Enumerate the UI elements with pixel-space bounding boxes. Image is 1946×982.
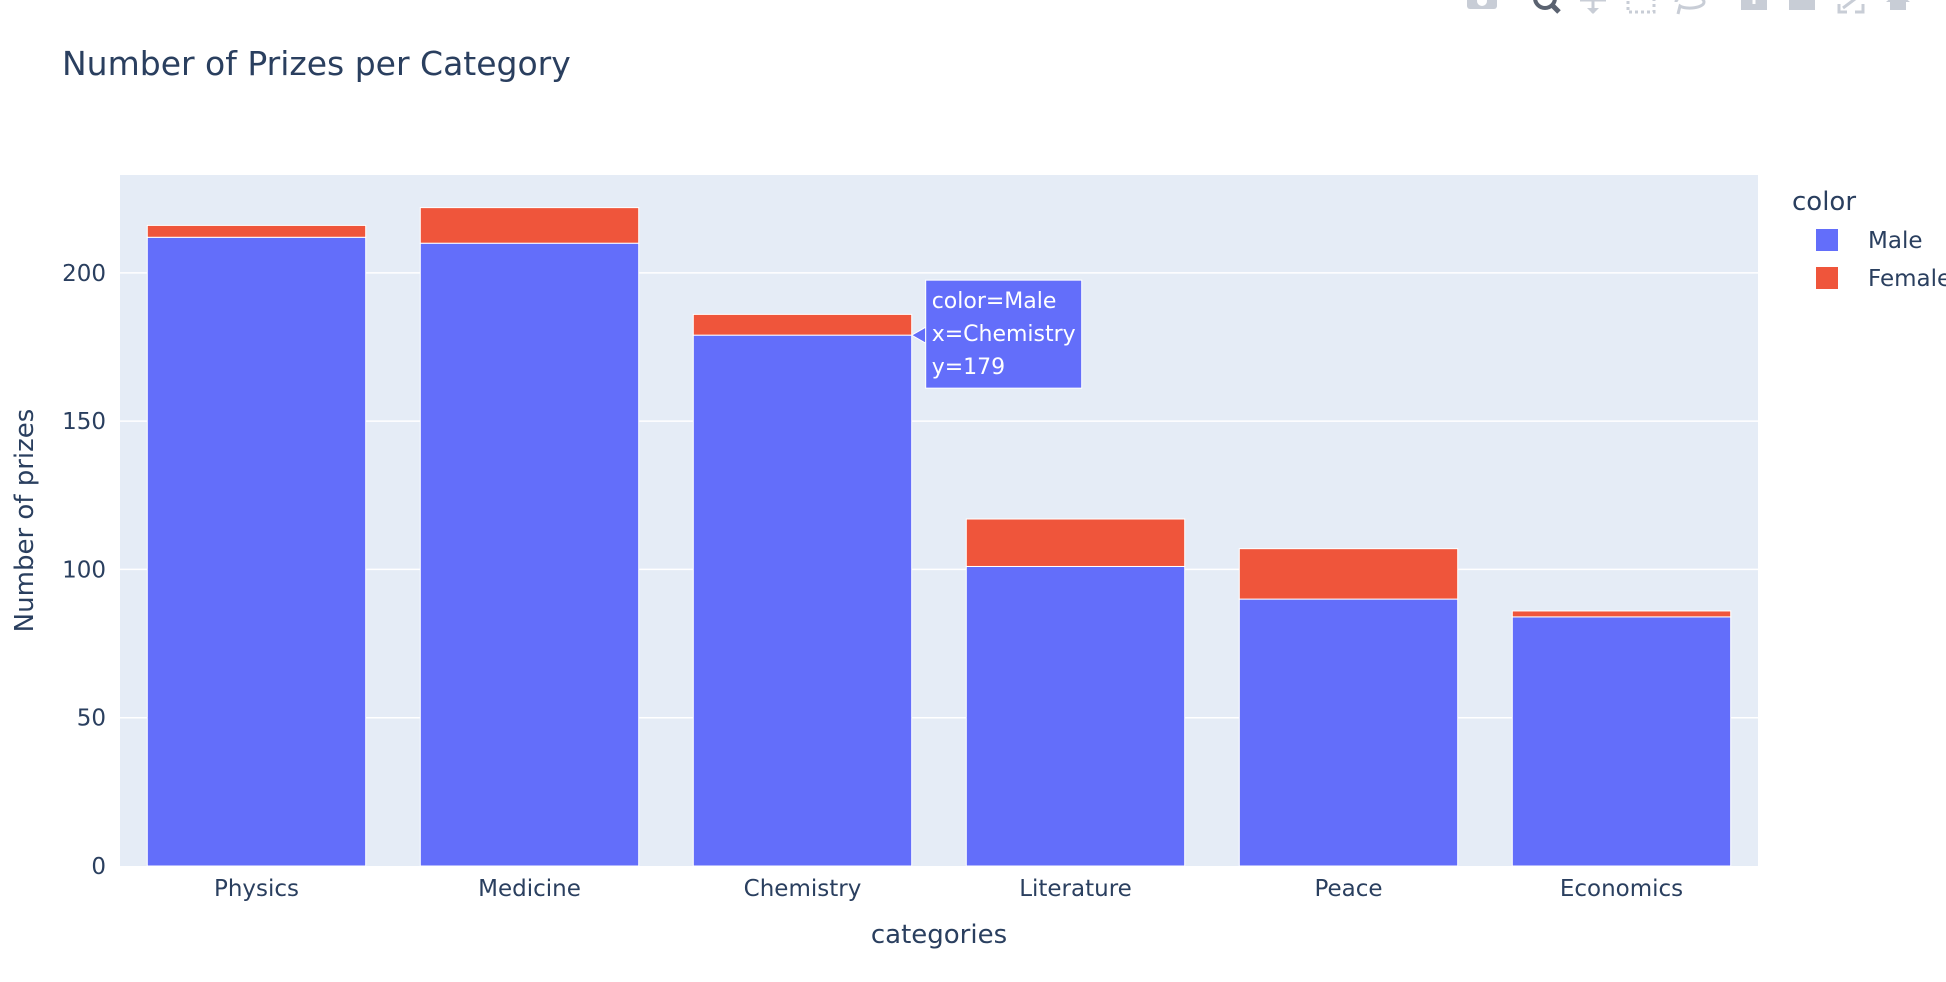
- x-tick-label: Chemistry: [744, 876, 862, 902]
- bar-female-peace[interactable]: [1238, 548, 1459, 600]
- y-tick-label: 150: [62, 409, 106, 435]
- reset-axes-icon[interactable]: [1886, 0, 1910, 10]
- x-tick-label: Physics: [214, 876, 299, 902]
- x-tick-label: Peace: [1314, 876, 1382, 902]
- hover-tooltip: color=Male x=Chemistry y=179: [910, 279, 1083, 389]
- x-tick-label: Literature: [1019, 876, 1132, 902]
- pan-icon[interactable]: [1580, 0, 1606, 14]
- bar-male-chemistry[interactable]: [692, 334, 913, 867]
- legend-label-female: Female: [1868, 266, 1946, 292]
- y-tick-label: 100: [62, 557, 106, 583]
- x-tick-labels: Physics Medicine Chemistry Literature Peace E…: [214, 876, 1683, 902]
- bar-male-economics[interactable]: [1511, 616, 1732, 867]
- legend-title: color: [1792, 187, 1856, 217]
- y-tick-labels: 0 50 100 150 200: [62, 261, 106, 880]
- bar-female-chemistry[interactable]: [692, 313, 913, 336]
- chart-title: Number of Prizes per Category: [62, 44, 571, 83]
- tooltip-line: color=Male: [932, 289, 1057, 314]
- legend-swatch-female: [1816, 267, 1838, 289]
- lasso-select-icon[interactable]: [1674, 0, 1706, 15]
- gridlines: [120, 272, 1758, 719]
- x-axis-title: categories: [871, 920, 1007, 950]
- bar-female-physics[interactable]: [146, 224, 367, 238]
- bar-male-physics[interactable]: [146, 236, 367, 867]
- tooltip-line: x=Chemistry: [932, 322, 1076, 347]
- tooltip-line: y=179: [932, 355, 1005, 380]
- bar-female-economics[interactable]: [1511, 610, 1732, 618]
- zoom-in-icon[interactable]: [1741, 0, 1767, 10]
- camera-icon[interactable]: [1467, 0, 1497, 9]
- bar-female-medicine[interactable]: [419, 207, 640, 244]
- modebar: [1467, 0, 1910, 15]
- bar-male-medicine[interactable]: [419, 242, 640, 867]
- autoscale-icon[interactable]: [1837, 0, 1865, 14]
- x-tick-label: Medicine: [478, 876, 581, 902]
- zoom-out-icon[interactable]: [1789, 0, 1815, 10]
- bars[interactable]: [146, 207, 1732, 867]
- y-tick-label: 50: [77, 706, 106, 732]
- box-select-icon[interactable]: [1626, 0, 1656, 14]
- x-tick-label: Economics: [1560, 876, 1683, 902]
- legend-items: Male Female: [1816, 228, 1946, 292]
- bar-female-literature[interactable]: [965, 518, 1186, 567]
- bar-male-literature[interactable]: [965, 565, 1186, 867]
- y-axis-title: Number of prizes: [10, 409, 40, 633]
- legend-label-male: Male: [1868, 228, 1922, 254]
- bar-male-peace[interactable]: [1238, 598, 1459, 867]
- tooltip-box: [925, 279, 1083, 389]
- zoom-icon[interactable]: [1533, 0, 1561, 14]
- legend-swatch-male: [1816, 229, 1838, 251]
- legend: color Male Female: [1792, 187, 1946, 292]
- y-tick-label: 0: [91, 854, 106, 880]
- y-tick-label: 200: [62, 261, 106, 287]
